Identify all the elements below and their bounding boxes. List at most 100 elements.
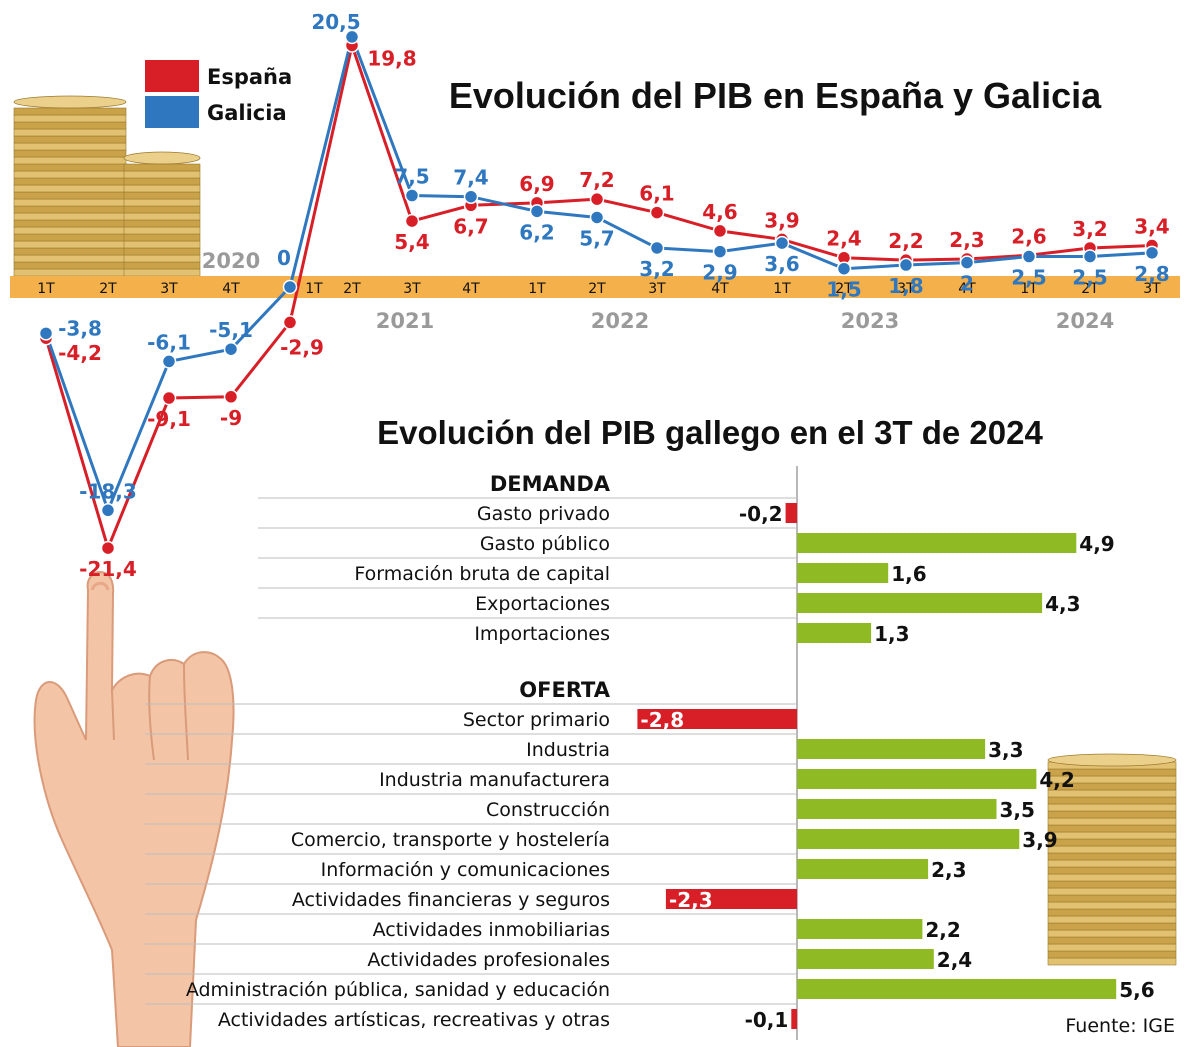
bar-value-label: -0,2 [739,502,783,526]
bar-category-label: Gasto privado [477,503,610,525]
group-header: DEMANDA [490,472,611,496]
x-tick-label: 4T [462,281,480,297]
point-galicia [712,244,728,259]
x-tick-label: 1T [37,281,55,297]
bar-value-label: -2,8 [640,708,684,732]
bar-category-label: Industria manufacturera [379,769,610,791]
x-tick-label: 2T [343,281,361,297]
group-header: OFERTA [519,678,610,702]
bar-value-label: 2,2 [925,918,960,942]
data-label-galicia: 20,5 [311,10,360,34]
bar [797,739,986,759]
data-label-galicia: 2,9 [702,261,737,285]
data-label-galicia: 7,5 [394,165,429,189]
x-tick-label: 3T [648,281,666,297]
x-tick-label: 3T [1143,281,1161,297]
bar [797,593,1043,613]
x-tick-label: 3T [897,281,915,297]
point-espana [223,389,239,405]
point-galicia [836,261,852,276]
axis-band [10,276,1180,298]
bar [797,799,997,819]
legend: España Galicia [145,60,292,128]
data-label-galicia: 6,2 [519,220,554,244]
bar-value-label: 5,6 [1119,978,1154,1002]
bar [791,1009,797,1029]
point-espana [404,213,420,229]
bar [797,829,1020,849]
data-label-espana: -2,9 [280,335,324,359]
point-galicia [344,29,360,45]
data-label-galicia: 3,2 [639,257,674,281]
legend-swatch-galicia [145,96,199,128]
year-label: 2022 [591,309,649,333]
bar-category-label: Formación bruta de capital [354,563,610,585]
data-label-galicia: 3,6 [764,252,799,276]
point-galicia [774,235,790,251]
point-galicia [898,257,914,273]
hand-pointing-icon [33,570,235,1047]
point-espana [589,191,605,207]
point-galicia [404,188,420,203]
bar-value-label: -2,3 [669,888,713,912]
bar-value-label: 1,6 [891,562,926,586]
point-espana [282,315,298,330]
legend-swatch-espana [145,60,199,92]
point-espana [649,205,665,220]
point-galicia [282,279,298,295]
year-label: 2020 [202,249,260,273]
x-tick-label: 2T [99,281,117,297]
point-galicia [649,240,665,256]
x-tick-label: 2T [835,281,853,297]
bar-value-label: 4,3 [1045,592,1080,616]
bar-category-label: Información y comunicaciones [321,859,610,881]
data-label-espana: 2,6 [1011,224,1046,248]
bar [797,769,1037,789]
data-label-espana: -9 [220,406,242,430]
bar-value-label: 2,3 [931,858,966,882]
data-label-galicia: 2,5 [1072,266,1107,290]
data-label-espana: 3,2 [1072,217,1107,241]
bar-category-label: Comercio, transporte y hostelería [291,829,610,851]
point-galicia [463,189,479,204]
bar [797,949,934,969]
bar-value-label: 3,3 [988,738,1023,762]
data-label-espana: 6,1 [639,182,674,206]
data-label-espana: 6,7 [453,214,488,238]
data-label-espana: 2,4 [826,227,861,251]
point-galicia [38,326,54,341]
bar-category-label: Industria [526,739,610,761]
x-tick-label: 2T [1081,281,1099,297]
point-espana [161,390,177,406]
point-espana [100,540,116,556]
bar-value-label: -0,1 [745,1008,789,1032]
legend-label-espana: España [207,65,292,89]
data-label-espana: 6,9 [519,172,554,196]
x-tick-label: 3T [403,281,421,297]
x-tick-label: 1T [1020,281,1038,297]
point-galicia [1082,249,1098,264]
bar-category-label: Construcción [486,799,610,821]
bar-value-label: 4,2 [1039,768,1074,792]
data-label-espana: 4,6 [702,200,737,224]
bar-category-label: Actividades artísticas, recreativas y ot… [218,1009,610,1031]
bar-category-label: Actividades profesionales [367,949,610,971]
point-galicia [529,204,545,219]
bar [797,563,889,583]
data-label-espana: 3,9 [764,208,799,232]
bar-category-label: Importaciones [474,623,610,645]
coin-stack-icon [1047,753,1177,966]
bar-category-label: Actividades financieras y seguros [292,889,610,911]
year-label: 2021 [376,309,434,333]
x-tick-label: 1T [305,281,323,297]
bar-value-label: 1,3 [874,622,909,646]
data-label-galicia: 7,4 [453,166,488,190]
line-chart-title: Evolución del PIB en España y Galicia [449,75,1102,116]
data-label-galicia: -3,8 [58,316,102,340]
point-galicia [1144,245,1160,261]
point-galicia [100,503,116,518]
x-tick-label: 4T [711,281,729,297]
data-label-galicia: -5,1 [209,318,253,342]
x-tick-label: 3T [160,281,178,297]
